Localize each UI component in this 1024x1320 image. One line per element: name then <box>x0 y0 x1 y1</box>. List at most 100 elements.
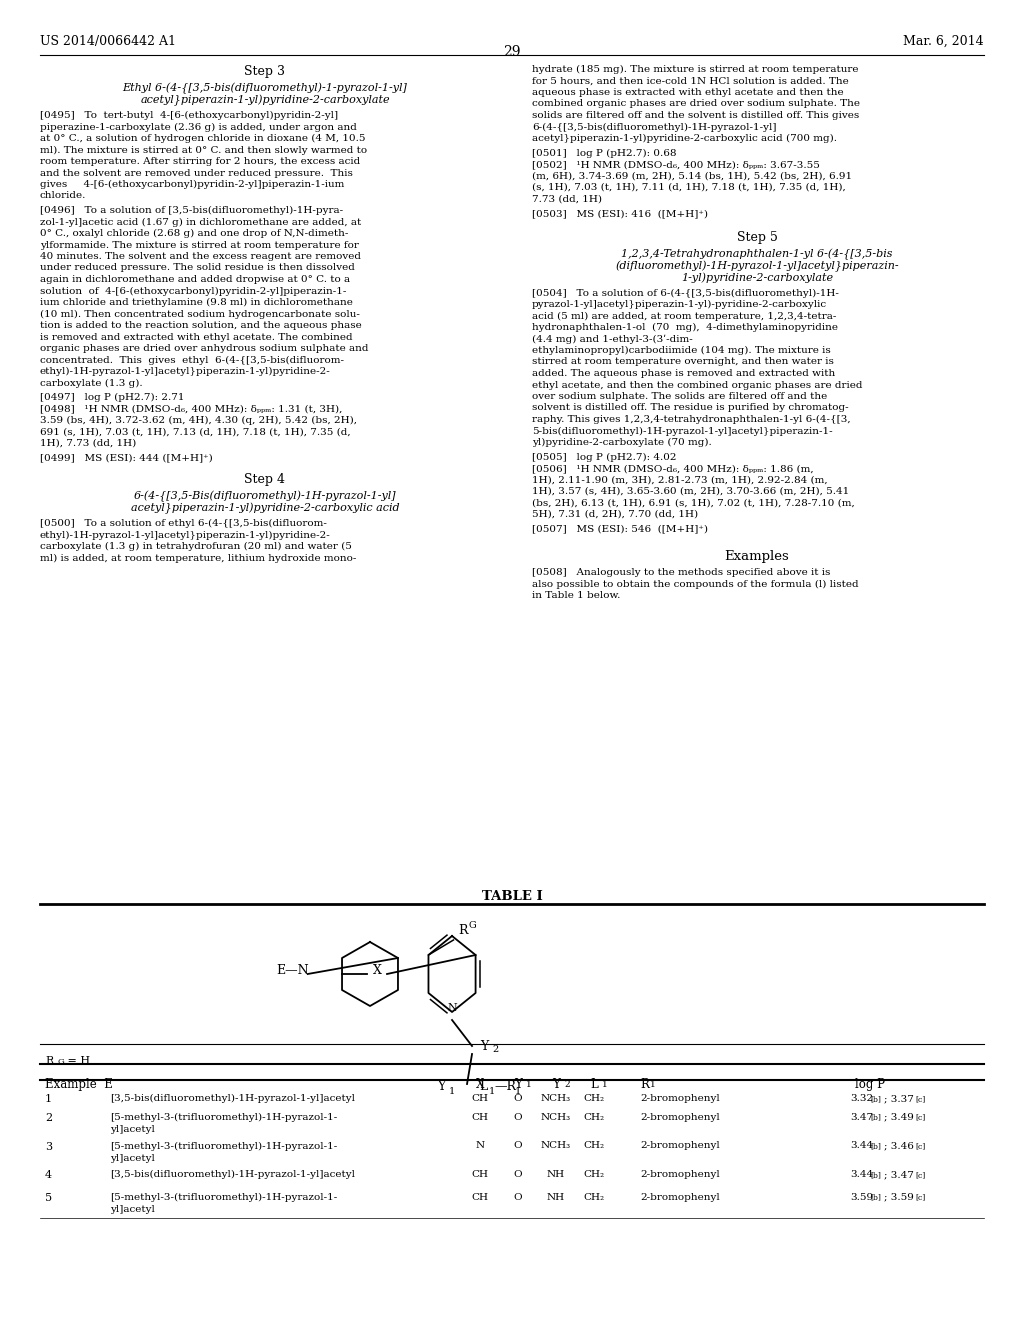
Text: 5-bis(difluoromethyl)-1H-pyrazol-1-yl]acetyl}piperazin-1-: 5-bis(difluoromethyl)-1H-pyrazol-1-yl]ac… <box>532 426 833 436</box>
Text: CH₂: CH₂ <box>584 1193 604 1201</box>
Text: [b]: [b] <box>870 1193 882 1201</box>
Text: 1H), 7.73 (dd, 1H): 1H), 7.73 (dd, 1H) <box>40 440 136 447</box>
Text: [5-methyl-3-(trifluoromethyl)-1H-pyrazol-1-: [5-methyl-3-(trifluoromethyl)-1H-pyrazol… <box>110 1113 337 1122</box>
Text: Y: Y <box>437 1080 445 1093</box>
Text: 1H), 3.57 (s, 4H), 3.65-3.60 (m, 2H), 3.70-3.66 (m, 2H), 5.41: 1H), 3.57 (s, 4H), 3.65-3.60 (m, 2H), 3.… <box>532 487 849 496</box>
Text: 29: 29 <box>503 45 521 59</box>
Text: CH: CH <box>471 1094 488 1104</box>
Text: 1: 1 <box>602 1080 608 1089</box>
Text: 3: 3 <box>45 1142 52 1151</box>
Text: NCH₃: NCH₃ <box>541 1142 571 1151</box>
Text: yl]acetyl: yl]acetyl <box>110 1125 155 1134</box>
Text: G: G <box>58 1059 65 1067</box>
Text: [0508]   Analogously to the methods specified above it is: [0508] Analogously to the methods specif… <box>532 568 830 577</box>
Text: ethylaminopropyl)carbodiimide (104 mg). The mixture is: ethylaminopropyl)carbodiimide (104 mg). … <box>532 346 830 355</box>
Text: under reduced pressure. The solid residue is then dissolved: under reduced pressure. The solid residu… <box>40 264 355 272</box>
Text: 6-(4-{[3,5-bis(difluoromethyl)-1H-pyrazol-1-yl]: 6-(4-{[3,5-bis(difluoromethyl)-1H-pyrazo… <box>532 123 776 132</box>
Text: aqueous phase is extracted with ethyl acetate and then the: aqueous phase is extracted with ethyl ac… <box>532 88 844 96</box>
Text: solvent is distilled off. The residue is purified by chromatog-: solvent is distilled off. The residue is… <box>532 404 849 412</box>
Text: 1-yl)pyridine-2-carboxylate: 1-yl)pyridine-2-carboxylate <box>681 272 834 282</box>
Text: 3.59 (bs, 4H), 3.72-3.62 (m, 4H), 4.30 (q, 2H), 5.42 (bs, 2H),: 3.59 (bs, 4H), 3.72-3.62 (m, 4H), 4.30 (… <box>40 416 357 425</box>
Text: O: O <box>514 1142 522 1151</box>
Text: [b]: [b] <box>870 1171 882 1179</box>
Text: over sodium sulphate. The solids are filtered off and the: over sodium sulphate. The solids are fil… <box>532 392 827 401</box>
Text: chloride.: chloride. <box>40 191 86 201</box>
Text: organic phases are dried over anhydrous sodium sulphate and: organic phases are dried over anhydrous … <box>40 345 369 352</box>
Text: O: O <box>514 1094 522 1104</box>
Text: 1H), 2.11-1.90 (m, 3H), 2.81-2.73 (m, 1H), 2.92-2.84 (m,: 1H), 2.11-1.90 (m, 3H), 2.81-2.73 (m, 1H… <box>532 475 827 484</box>
Text: ethyl)-1H-pyrazol-1-yl]acetyl}piperazin-1-yl)pyridine-2-: ethyl)-1H-pyrazol-1-yl]acetyl}piperazin-… <box>40 531 331 540</box>
Text: NCH₃: NCH₃ <box>541 1113 571 1122</box>
Text: [0498]   ¹H NMR (DMSO-d₆, 400 MHz): δₚₚₘ: 1.31 (t, 3H),: [0498] ¹H NMR (DMSO-d₆, 400 MHz): δₚₚₘ: … <box>40 404 342 413</box>
Text: [0506]   ¹H NMR (DMSO-d₆, 400 MHz): δₚₚₘ: 1.86 (m,: [0506] ¹H NMR (DMSO-d₆, 400 MHz): δₚₚₘ: … <box>532 465 814 473</box>
Text: 2-bromophenyl: 2-bromophenyl <box>640 1193 720 1201</box>
Text: Step 3: Step 3 <box>245 65 286 78</box>
Text: 1,2,3,4-Tetrahydronaphthalen-1-yl 6-(4-{[3,5-bis: 1,2,3,4-Tetrahydronaphthalen-1-yl 6-(4-{… <box>622 248 893 260</box>
Text: N: N <box>447 1003 457 1012</box>
Text: CH: CH <box>471 1171 488 1179</box>
Text: [c]: [c] <box>915 1143 926 1151</box>
Text: 2-bromophenyl: 2-bromophenyl <box>640 1094 720 1104</box>
Text: L: L <box>479 1080 487 1093</box>
Text: O: O <box>514 1113 522 1122</box>
Text: [b]: [b] <box>870 1143 882 1151</box>
Text: 3.44: 3.44 <box>850 1171 873 1179</box>
Text: Examples: Examples <box>725 550 790 564</box>
Text: CH₂: CH₂ <box>584 1094 604 1104</box>
Text: and the solvent are removed under reduced pressure.  This: and the solvent are removed under reduce… <box>40 169 353 177</box>
Text: room temperature. After stirring for 2 hours, the excess acid: room temperature. After stirring for 2 h… <box>40 157 360 166</box>
Text: 1: 1 <box>526 1080 531 1089</box>
Text: hydrate (185 mg). The mixture is stirred at room temperature: hydrate (185 mg). The mixture is stirred… <box>532 65 858 74</box>
Text: 5: 5 <box>45 1193 52 1203</box>
Text: ethyl acetate, and then the combined organic phases are dried: ethyl acetate, and then the combined org… <box>532 380 862 389</box>
Text: [3,5-bis(difluoromethyl)-1H-pyrazol-1-yl]acetyl: [3,5-bis(difluoromethyl)-1H-pyrazol-1-yl… <box>110 1094 355 1104</box>
Text: 0° C., oxalyl chloride (2.68 g) and one drop of N,N-dimeth-: 0° C., oxalyl chloride (2.68 g) and one … <box>40 228 348 238</box>
Text: (s, 1H), 7.03 (t, 1H), 7.11 (d, 1H), 7.18 (t, 1H), 7.35 (d, 1H),: (s, 1H), 7.03 (t, 1H), 7.11 (d, 1H), 7.1… <box>532 183 846 191</box>
Text: carboxylate (1.3 g).: carboxylate (1.3 g). <box>40 379 142 388</box>
Text: R: R <box>640 1078 649 1092</box>
Text: 5H), 7.31 (d, 2H), 7.70 (dd, 1H): 5H), 7.31 (d, 2H), 7.70 (dd, 1H) <box>532 510 698 519</box>
Text: solution  of  4-[6-(ethoxycarbonyl)pyridin-2-yl]piperazin-1-: solution of 4-[6-(ethoxycarbonyl)pyridin… <box>40 286 346 296</box>
Text: gives     4-[6-(ethoxycarbonyl)pyridin-2-yl]piperazin-1-ium: gives 4-[6-(ethoxycarbonyl)pyridin-2-yl]… <box>40 180 344 189</box>
Text: X: X <box>373 964 382 977</box>
Text: 3.44: 3.44 <box>850 1142 873 1151</box>
Text: added. The aqueous phase is removed and extracted with: added. The aqueous phase is removed and … <box>532 370 836 378</box>
Text: solids are filtered off and the solvent is distilled off. This gives: solids are filtered off and the solvent … <box>532 111 859 120</box>
Text: (bs, 2H), 6.13 (t, 1H), 6.91 (s, 1H), 7.02 (t, 1H), 7.28-7.10 (m,: (bs, 2H), 6.13 (t, 1H), 6.91 (s, 1H), 7.… <box>532 499 855 507</box>
Text: also possible to obtain the compounds of the formula (l) listed: also possible to obtain the compounds of… <box>532 579 859 589</box>
Text: [c]: [c] <box>915 1171 926 1179</box>
Text: hydronaphthalen-1-ol  (70  mg),  4-dimethylaminopyridine: hydronaphthalen-1-ol (70 mg), 4-dimethyl… <box>532 323 838 333</box>
Text: (difluoromethyl)-1H-pyrazol-1-yl]acetyl}piperazin-: (difluoromethyl)-1H-pyrazol-1-yl]acetyl}… <box>615 260 899 272</box>
Text: Y: Y <box>514 1078 522 1092</box>
Text: acetyl}piperazin-1-yl)pyridine-2-carboxylic acid: acetyl}piperazin-1-yl)pyridine-2-carboxy… <box>131 503 399 515</box>
Text: ; 3.37: ; 3.37 <box>884 1094 913 1104</box>
Text: ; 3.47: ; 3.47 <box>884 1171 913 1179</box>
Text: 4: 4 <box>45 1171 52 1180</box>
Text: tion is added to the reaction solution, and the aqueous phase: tion is added to the reaction solution, … <box>40 321 361 330</box>
Text: CH: CH <box>471 1193 488 1201</box>
Text: R: R <box>45 1056 53 1067</box>
Text: 2-bromophenyl: 2-bromophenyl <box>640 1171 720 1179</box>
Text: 40 minutes. The solvent and the excess reagent are removed: 40 minutes. The solvent and the excess r… <box>40 252 361 261</box>
Text: acetyl}piperazin-1-yl)pyridine-2-carboxylate: acetyl}piperazin-1-yl)pyridine-2-carboxy… <box>140 95 390 107</box>
Text: carboxylate (1.3 g) in tetrahydrofuran (20 ml) and water (5: carboxylate (1.3 g) in tetrahydrofuran (… <box>40 543 352 552</box>
Text: [0505]   log P (pH2.7): 4.02: [0505] log P (pH2.7): 4.02 <box>532 453 677 462</box>
Text: 3.59: 3.59 <box>850 1193 873 1201</box>
Text: NCH₃: NCH₃ <box>541 1094 571 1104</box>
Text: O: O <box>514 1171 522 1179</box>
Text: Y: Y <box>552 1078 560 1092</box>
Text: E—N: E—N <box>276 964 309 977</box>
Text: NH: NH <box>547 1193 565 1201</box>
Text: = H: = H <box>63 1056 90 1067</box>
Text: concentrated.  This  gives  ethyl  6-(4-{[3,5-bis(difluorom-: concentrated. This gives ethyl 6-(4-{[3,… <box>40 355 344 364</box>
Text: is removed and extracted with ethyl acetate. The combined: is removed and extracted with ethyl acet… <box>40 333 352 342</box>
Text: [0495]   To  tert-butyl  4-[6-(ethoxycarbonyl)pyridin-2-yl]: [0495] To tert-butyl 4-[6-(ethoxycarbony… <box>40 111 338 120</box>
Text: at 0° C., a solution of hydrogen chloride in dioxane (4 M, 10.5: at 0° C., a solution of hydrogen chlorid… <box>40 135 366 143</box>
Text: yl]acetyl: yl]acetyl <box>110 1154 155 1163</box>
Text: yl)pyridine-2-carboxylate (70 mg).: yl)pyridine-2-carboxylate (70 mg). <box>532 438 712 447</box>
Text: log P: log P <box>855 1078 885 1092</box>
Text: zol-1-yl]acetic acid (1.67 g) in dichloromethane are added, at: zol-1-yl]acetic acid (1.67 g) in dichlor… <box>40 218 361 227</box>
Text: 6-(4-{[3,5-Bis(difluoromethyl)-1H-pyrazol-1-yl]: 6-(4-{[3,5-Bis(difluoromethyl)-1H-pyrazo… <box>134 491 396 503</box>
Text: 2: 2 <box>564 1080 569 1089</box>
Text: 1: 1 <box>650 1080 655 1089</box>
